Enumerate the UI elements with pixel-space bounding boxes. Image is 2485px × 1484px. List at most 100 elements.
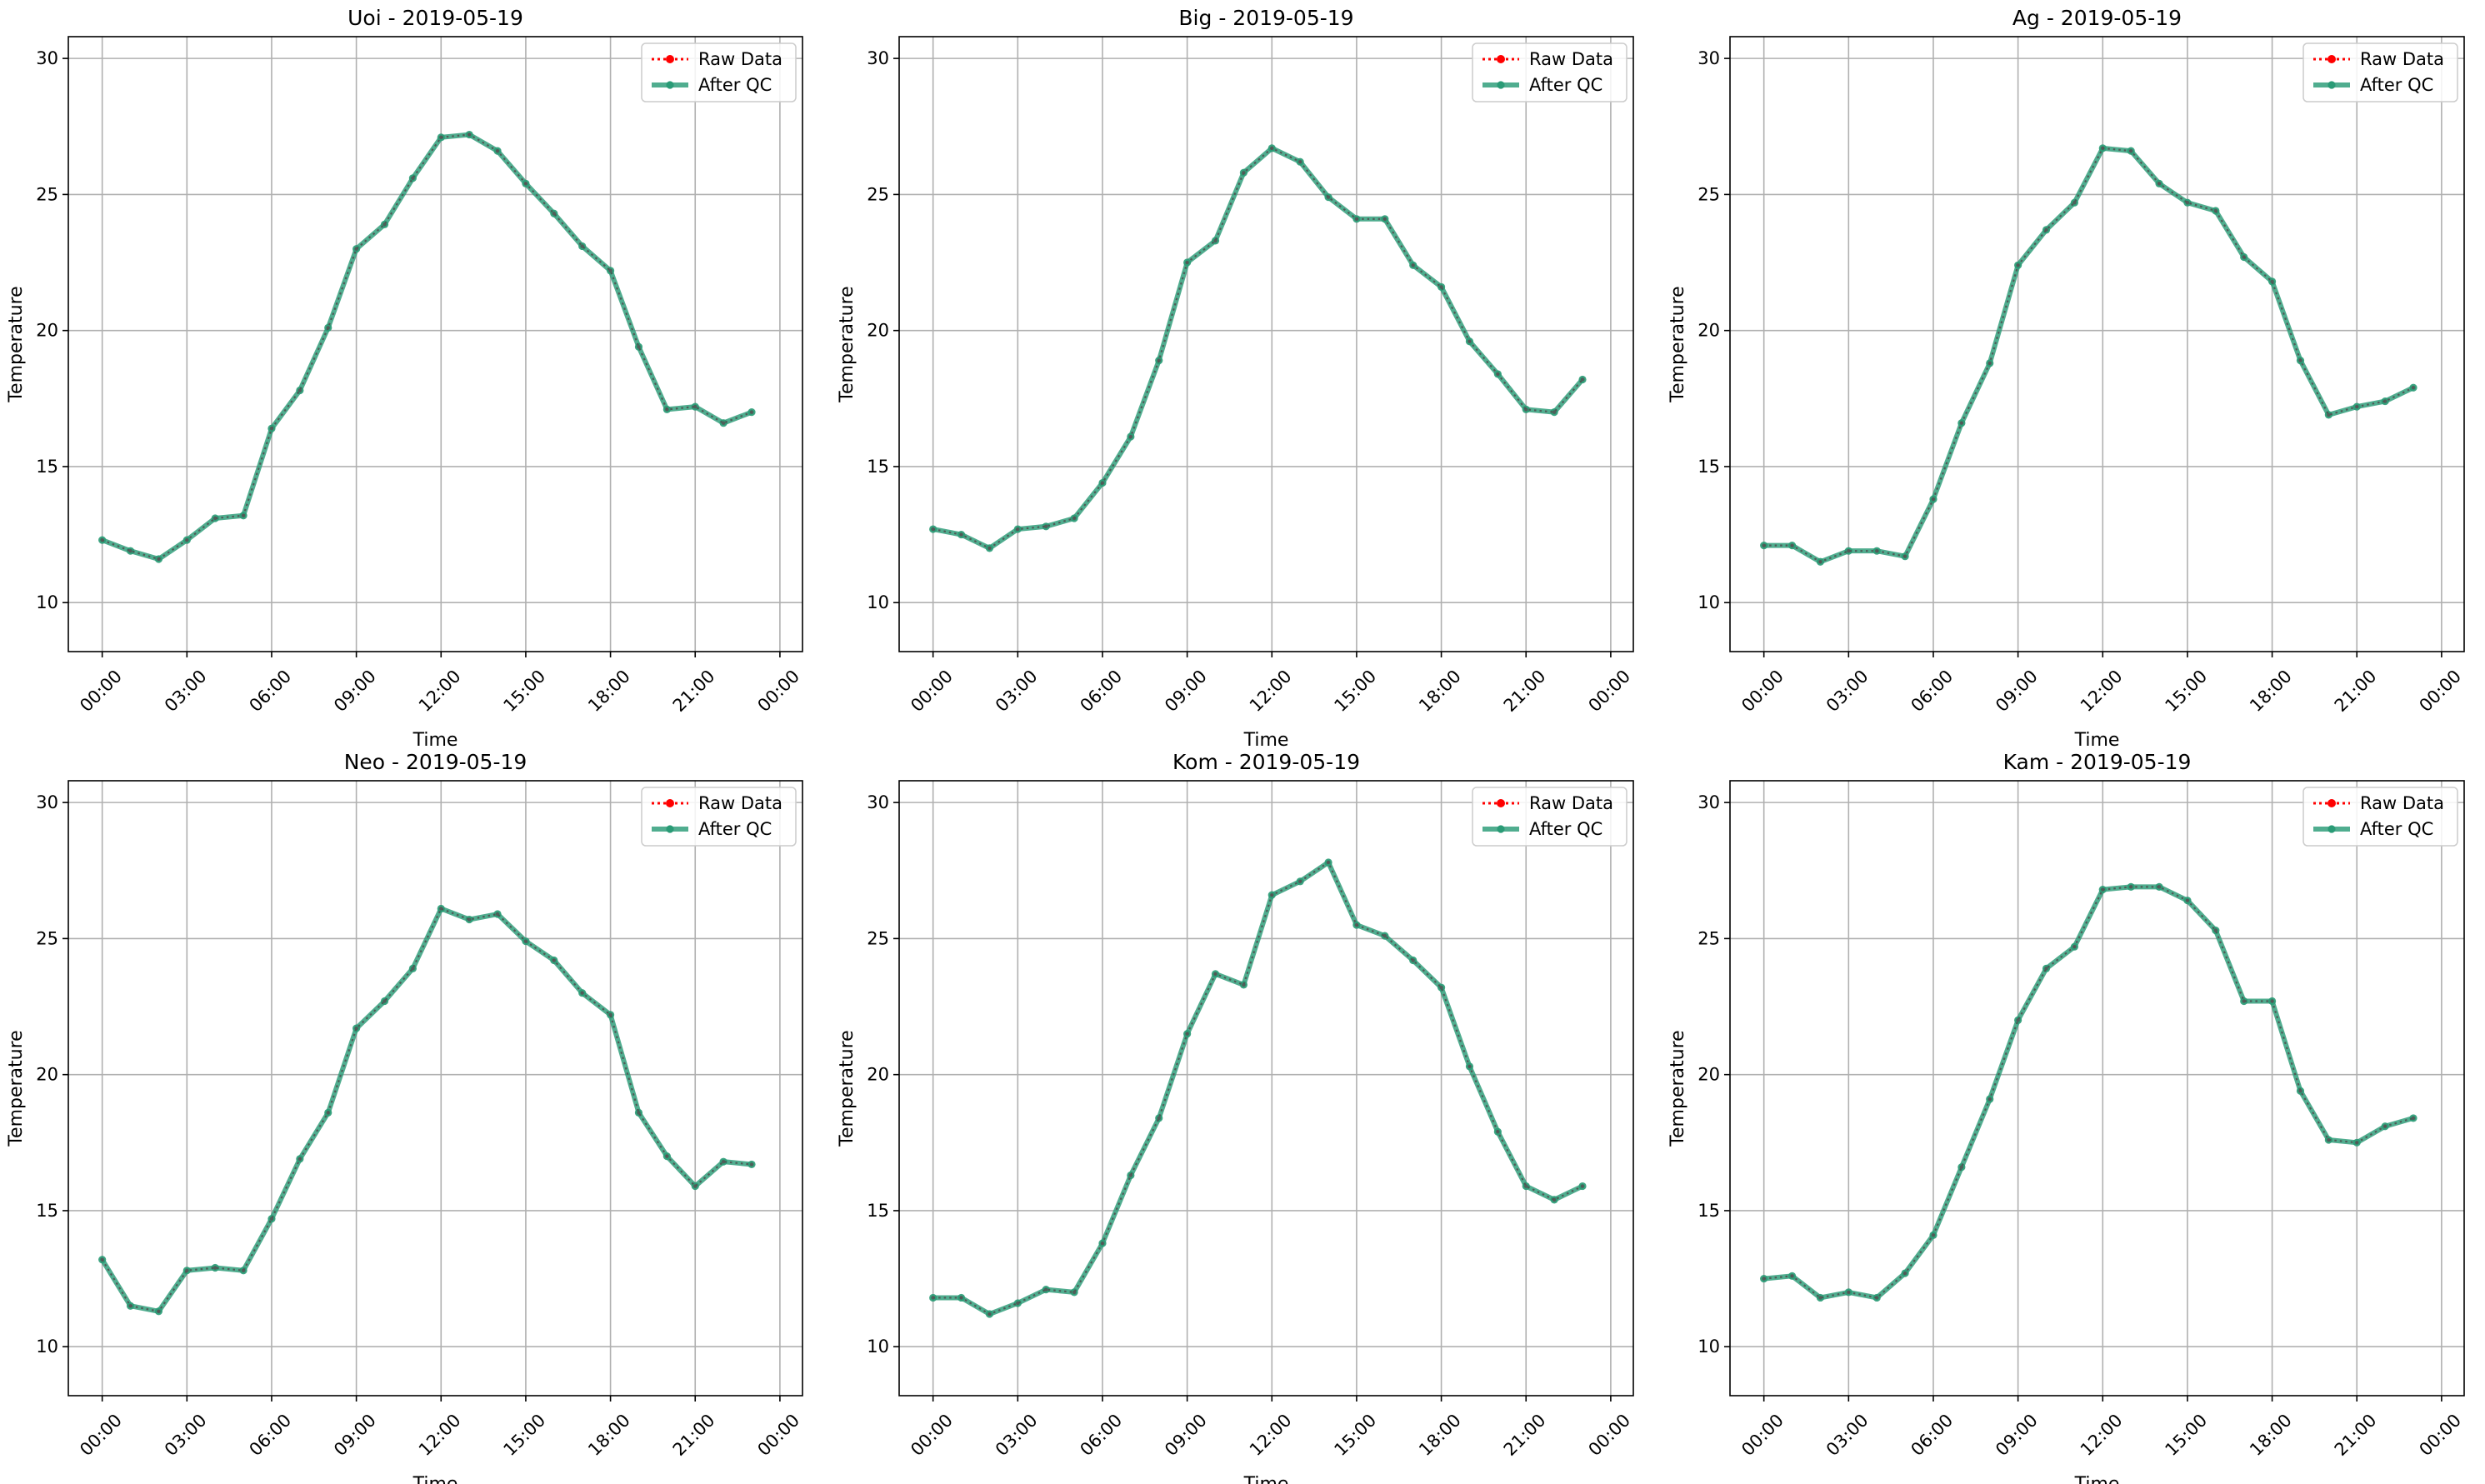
legend-marker-raw-data	[1497, 55, 1505, 63]
x-tick-label: 03:00	[161, 1410, 211, 1460]
x-tick-label: 21:00	[1500, 1410, 1550, 1460]
x-axis-label: Time	[2074, 1474, 2120, 1484]
chart-title: Kam - 2019-05-19	[2003, 750, 2192, 774]
legend-marker-raw-data	[666, 799, 674, 807]
point-raw-data	[749, 1162, 754, 1167]
point-raw-data	[185, 537, 189, 542]
point-raw-data	[354, 247, 358, 251]
point-raw-data	[1762, 543, 1766, 547]
point-raw-data	[552, 958, 557, 962]
point-raw-data	[931, 1296, 935, 1300]
x-axis-label: Time	[412, 730, 458, 751]
legend: Raw Data After QC	[1472, 787, 1628, 847]
x-tick-label: 09:00	[1161, 1410, 1211, 1460]
x-tick-label: 03:00	[1822, 1410, 1872, 1460]
point-raw-data	[1382, 217, 1388, 221]
point-raw-data	[269, 1217, 274, 1221]
x-tick-label: 12:00	[2077, 1410, 2127, 1460]
point-raw-data	[1326, 860, 1331, 865]
y-axis-label: Temperature	[1668, 286, 1688, 402]
point-raw-data	[298, 388, 302, 392]
point-raw-data	[608, 268, 612, 273]
point-raw-data	[185, 1268, 189, 1272]
x-tick-label: 00:00	[76, 666, 126, 716]
point-raw-data	[1439, 285, 1443, 289]
x-tick-label: 09:00	[1992, 666, 2042, 716]
point-raw-data	[1185, 260, 1189, 265]
x-tick-label: 18:00	[1415, 666, 1465, 716]
x-tick-label: 21:00	[1500, 666, 1550, 716]
point-raw-data	[1468, 339, 1472, 343]
x-tick-label: 21:00	[669, 1410, 719, 1460]
x-tick-label: 06:00	[245, 1410, 295, 1460]
x-tick-label: 18:00	[2246, 666, 2296, 716]
point-raw-data	[1580, 377, 1585, 382]
point-raw-data	[2044, 227, 2048, 232]
x-tick-label: 00:00	[2415, 666, 2465, 716]
point-raw-data	[959, 1296, 963, 1300]
x-tick-label: 12:00	[2077, 666, 2127, 716]
point-raw-data	[1213, 972, 1218, 977]
point-raw-data	[1298, 879, 1302, 884]
legend-marker-after-qc	[1497, 81, 1505, 89]
point-raw-data	[1580, 1184, 1585, 1188]
point-raw-data	[411, 176, 415, 181]
y-tick-label: 30	[1698, 48, 1720, 68]
point-raw-data	[988, 546, 992, 551]
point-raw-data	[2016, 1018, 2020, 1022]
series-line-after-qc	[930, 859, 1586, 1317]
legend: Raw Data After QC	[641, 42, 797, 102]
point-raw-data	[1496, 1130, 1500, 1134]
x-tick-label: 06:00	[1907, 1410, 1957, 1460]
x-axis-label: Time	[412, 1474, 458, 1484]
point-raw-data	[382, 222, 387, 227]
x-tick-label: 06:00	[245, 666, 295, 716]
y-tick-label: 10	[1698, 592, 1720, 612]
legend-label-raw-data: Raw Data	[1529, 49, 1613, 69]
point-raw-data	[1242, 171, 1246, 175]
point-raw-data	[128, 548, 132, 553]
legend-marker-raw-data	[1497, 799, 1505, 807]
point-raw-data	[1902, 554, 1908, 558]
point-raw-data	[241, 1268, 246, 1272]
axes-frame	[898, 780, 1634, 1397]
series-line-after-qc	[99, 132, 755, 562]
point-raw-data	[1213, 238, 1218, 243]
point-raw-data	[580, 991, 584, 995]
chart-panel-4: 00:00 03:00 06:00 09:00 12:00 15:00 18:00 21:00…	[6, 750, 803, 1484]
point-raw-data	[2242, 999, 2246, 1003]
point-raw-data	[2101, 887, 2105, 892]
x-tick-label: 12:00	[1246, 666, 1296, 716]
x-tick-label: 18:00	[1415, 1410, 1465, 1460]
chart-title: Ag - 2019-05-19	[2012, 6, 2182, 30]
y-tick-label: 15	[36, 457, 58, 477]
x-tick-label: 00:00	[76, 1410, 126, 1460]
x-tick-label: 06:00	[1076, 666, 1126, 716]
point-raw-data	[665, 1154, 669, 1158]
point-raw-data	[1128, 1173, 1133, 1177]
point-raw-data	[269, 427, 274, 431]
legend-label-after-qc: After QC	[698, 819, 772, 839]
point-raw-data	[1931, 1233, 1936, 1237]
x-tick-label: 12:00	[415, 666, 465, 716]
point-raw-data	[2185, 200, 2190, 205]
y-tick-label: 20	[1698, 321, 1720, 341]
point-raw-data	[988, 1312, 992, 1317]
y-axis-label: Temperature	[837, 286, 858, 402]
legend-label-raw-data: Raw Data	[2360, 793, 2444, 813]
y-axis-label: Temperature	[1668, 1030, 1688, 1147]
point-raw-data	[1326, 195, 1331, 199]
chart-title: Kom - 2019-05-19	[1172, 750, 1360, 774]
point-raw-data	[467, 132, 472, 137]
y-tick-label: 30	[867, 48, 889, 68]
x-tick-label: 18:00	[2246, 1410, 2296, 1460]
legend-label-after-qc: After QC	[1529, 75, 1602, 95]
legend-label-after-qc: After QC	[698, 75, 772, 95]
legend-marker-after-qc	[666, 825, 674, 833]
point-raw-data	[2213, 208, 2218, 213]
point-raw-data	[411, 967, 415, 971]
x-tick-label: 06:00	[1907, 666, 1957, 716]
legend: Raw Data After QC	[2302, 42, 2458, 102]
point-raw-data	[2044, 967, 2048, 971]
